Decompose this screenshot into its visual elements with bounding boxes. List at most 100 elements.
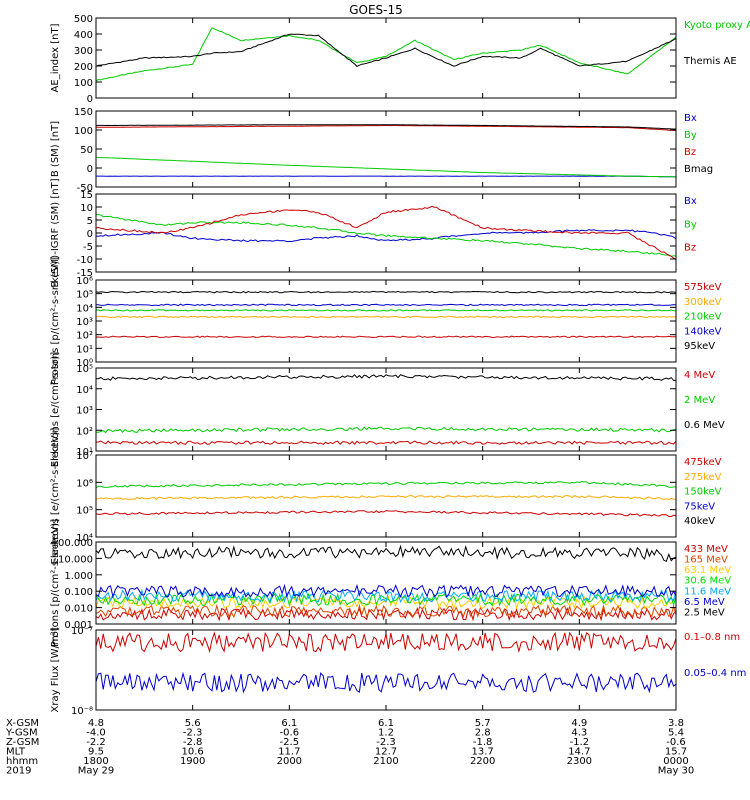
y-tick-label: 0.010 (64, 604, 93, 615)
y-tick-label: 0.100 (64, 587, 93, 598)
legend-entry: By (684, 130, 697, 141)
y-tick-label: 10³ (76, 406, 93, 417)
legend-entry: 4 MeV (684, 370, 715, 381)
x-row-value: 5.7 (475, 718, 491, 729)
x-row-value: 11.7 (278, 747, 300, 758)
series-line-kyoto-proxy-ae (95, 27, 677, 82)
series-line-165-mev (95, 603, 677, 619)
x-row-value: 1800 (83, 756, 108, 767)
y-axis-label: Electrons [e/(cm²-s-sr)] (50, 352, 61, 468)
x-row-value: 2000 (277, 756, 302, 767)
panel-8: 10⁻⁸ 10⁻⁷ Xray Flux [W/m²] 0.1–0.8 nm 0.05–0… (50, 626, 746, 717)
legend-entry: 0.1–0.8 nm (684, 632, 740, 643)
panel-5: 10¹ 10² 10³ 10⁴ 10⁵ Electrons [e/(cm²-s-sr)] 4… (50, 352, 725, 468)
legend-entry: 150keV (684, 487, 722, 498)
legend-entry: Bx (684, 113, 697, 124)
series-line-0-05-0-4-nm (95, 671, 677, 694)
series-line-300kev (95, 315, 677, 319)
legend-entry: 6.5 MeV (684, 597, 725, 608)
legend-entry: 140keV (684, 326, 722, 337)
panel-7: 0.001 0.010 0.100 1.000 10.000 100.000Protons… (50, 519, 731, 647)
x-row-value: 13.7 (472, 747, 494, 758)
series-line-0-6-mev (95, 374, 676, 381)
y-tick-label: 0.001 (64, 620, 93, 631)
legend-entry: 210keV (684, 312, 722, 323)
y-tick-label: 10⁵ (76, 290, 93, 301)
legend-entry: By (684, 219, 697, 230)
legend-entry: 275keV (684, 472, 722, 483)
series-line-by (95, 156, 677, 178)
x-row-value: 2200 (470, 756, 495, 767)
series-line-30-6-mev (95, 592, 677, 607)
y-tick-label: 0 (87, 164, 93, 175)
y-axis-label: Protons [p/(cm²-s-sr-keV)] (50, 257, 61, 385)
x-row-value: -1.2 (570, 737, 590, 748)
x-row-label: 2019 (6, 766, 31, 777)
x-axis-annotations: X-GSM 4.8 5.6 6.1 6.1 5.7 4.9 3.8Y-GSM -4.0 -2.3-… (5, 718, 694, 777)
y-axis-label: B (SM)-IGRF (SM) [nT] (50, 178, 61, 287)
y-tick-label: 10⁶ (76, 478, 93, 489)
y-tick-label: 50 (80, 145, 93, 156)
y-tick-label: 10⁴ (76, 533, 93, 544)
y-tick-label: 10 (80, 203, 93, 214)
x-row-value: 6.1 (378, 718, 394, 729)
y-tick-label: -5 (83, 242, 93, 253)
y-tick-label: 200 (74, 62, 93, 73)
panel-2: -50 0 50 100 150 B (SM) [nT] Bx By Bz Bmag (50, 107, 713, 194)
y-tick-label: 300 (74, 46, 93, 57)
legend-entry: 2.5 MeV (684, 607, 725, 618)
y-tick-label: 10⁷ (76, 451, 93, 462)
y-tick-label: 400 (74, 30, 93, 41)
y-tick-label: 10¹ (76, 447, 93, 458)
x-date-end: May 30 (658, 766, 695, 777)
x-row-value: 14.7 (568, 747, 590, 758)
x-row-value: 4.8 (88, 718, 104, 729)
y-axis-label: Xray Flux [W/m²] (50, 627, 61, 712)
x-row-value: -4.0 (86, 728, 106, 739)
series-line-0-1-0-8-nm (95, 631, 677, 654)
y-tick-label: -15 (77, 268, 93, 279)
x-row-value: 2100 (373, 756, 398, 767)
y-axis-label: Protons [p/(cm²-s-sr-keV)] (50, 519, 61, 647)
x-row-label: X-GSM (6, 718, 39, 729)
y-tick-label: 10⁻⁷ (71, 626, 93, 637)
panel-frame (95, 193, 677, 273)
legend-entry: 300keV (684, 297, 722, 308)
legend-entry: 0.6 MeV (684, 420, 725, 431)
plot-title: GOES-15 (349, 3, 403, 17)
series-line-bx (96, 175, 677, 178)
series-line-bz (95, 205, 677, 261)
series-line-by (95, 213, 677, 257)
y-tick-label: 10⁵ (76, 364, 93, 375)
legend-entry: Bx (684, 196, 697, 207)
x-row-value: 4.9 (571, 718, 587, 729)
series-line-140kev (96, 303, 677, 307)
x-row-value: 0000 (663, 756, 688, 767)
legend-entry: Kyoto proxy AE (684, 20, 750, 31)
x-row-value: -2.5 (280, 737, 300, 748)
legend-entry: 575keV (684, 282, 722, 293)
legend-entry: Themis AE (683, 56, 737, 67)
legend-entry: 40keV (684, 516, 715, 527)
x-row-value: 15.7 (665, 747, 687, 758)
legend-entry: 0.05–0.4 nm (684, 668, 746, 679)
legend-entry: 95keV (684, 341, 715, 352)
y-tick-label: -10 (77, 255, 93, 266)
y-axis-label: AE_index [nT] (50, 23, 61, 92)
legend-entry: Bmag (684, 164, 713, 175)
y-tick-label: 1.000 (64, 571, 93, 582)
x-row-value: 4.3 (571, 728, 587, 739)
x-row-value: 1900 (180, 756, 205, 767)
legend-entry: 11.6 MeV (684, 586, 731, 597)
series-line-150kev (95, 480, 677, 489)
x-row-label: MLT (6, 747, 26, 758)
panel-1: 0 100 200 300 400 500 AE_index [nT] Kyoto proxy… (50, 14, 750, 105)
legend-entry: 30.6 MeV (684, 576, 731, 587)
panel-4: 10⁰ 10¹ 10² 10³ 10⁴ 10⁵ 10⁶ Protons [p/(cm²-s-s… (50, 257, 722, 385)
legend-entry: 165 MeV (684, 555, 728, 566)
series-line-bmag (95, 124, 677, 130)
x-row-value: 5.4 (668, 728, 684, 739)
panel-frame (95, 367, 677, 452)
